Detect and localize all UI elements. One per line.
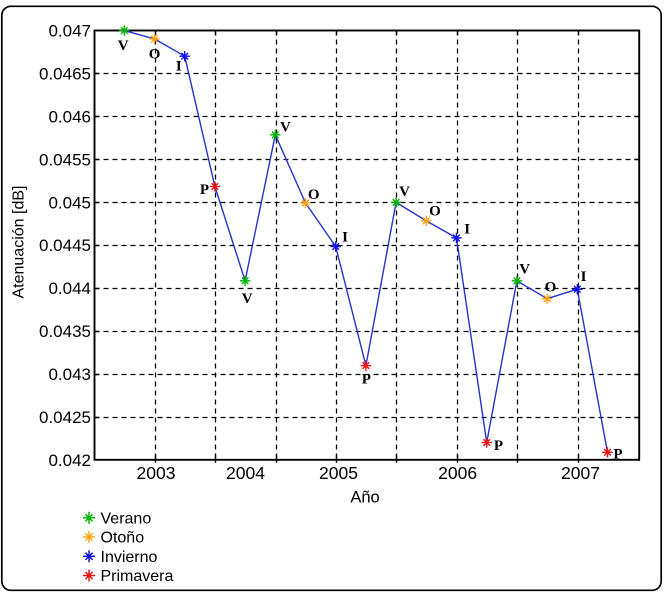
- svg-text:O: O: [545, 279, 557, 295]
- svg-text:0.047: 0.047: [48, 22, 91, 41]
- svg-text:0.044: 0.044: [48, 279, 91, 298]
- svg-text:V: V: [519, 261, 530, 277]
- svg-text:0.0455: 0.0455: [39, 150, 91, 169]
- svg-text:Invierno: Invierno: [101, 549, 158, 566]
- svg-text:P: P: [494, 438, 503, 454]
- svg-text:2003: 2003: [137, 463, 176, 483]
- svg-text:O: O: [149, 47, 161, 63]
- svg-text:O: O: [429, 203, 441, 219]
- svg-text:2005: 2005: [319, 463, 358, 483]
- svg-text:0.045: 0.045: [48, 193, 91, 212]
- svg-text:V: V: [242, 291, 253, 307]
- svg-text:P: P: [362, 371, 371, 387]
- svg-text:0.0465: 0.0465: [39, 65, 91, 84]
- svg-text:2004: 2004: [226, 463, 265, 483]
- svg-text:Año: Año: [350, 488, 379, 506]
- svg-text:0.043: 0.043: [48, 365, 91, 384]
- svg-text:2007: 2007: [561, 463, 600, 483]
- svg-text:I: I: [176, 59, 182, 75]
- svg-text:I: I: [581, 269, 587, 285]
- svg-text:O: O: [308, 187, 320, 203]
- svg-text:0.046: 0.046: [48, 108, 91, 127]
- svg-text:V: V: [118, 38, 129, 54]
- svg-text:P: P: [200, 182, 209, 198]
- svg-text:0.0445: 0.0445: [39, 236, 91, 255]
- svg-text:0.042: 0.042: [48, 451, 91, 470]
- svg-text:Verano: Verano: [101, 511, 152, 528]
- svg-text:V: V: [399, 184, 410, 200]
- svg-text:0.0425: 0.0425: [39, 408, 91, 427]
- svg-text:Atenuación [dB]: Atenuación [dB]: [11, 186, 28, 299]
- svg-text:I: I: [464, 221, 470, 237]
- svg-text:0.0435: 0.0435: [39, 322, 91, 341]
- svg-text:P: P: [613, 447, 622, 463]
- svg-text:I: I: [342, 229, 348, 245]
- svg-text:Primavera: Primavera: [101, 568, 174, 585]
- svg-text:V: V: [280, 119, 291, 135]
- svg-text:2006: 2006: [438, 463, 477, 483]
- svg-text:Otoño: Otoño: [101, 530, 145, 547]
